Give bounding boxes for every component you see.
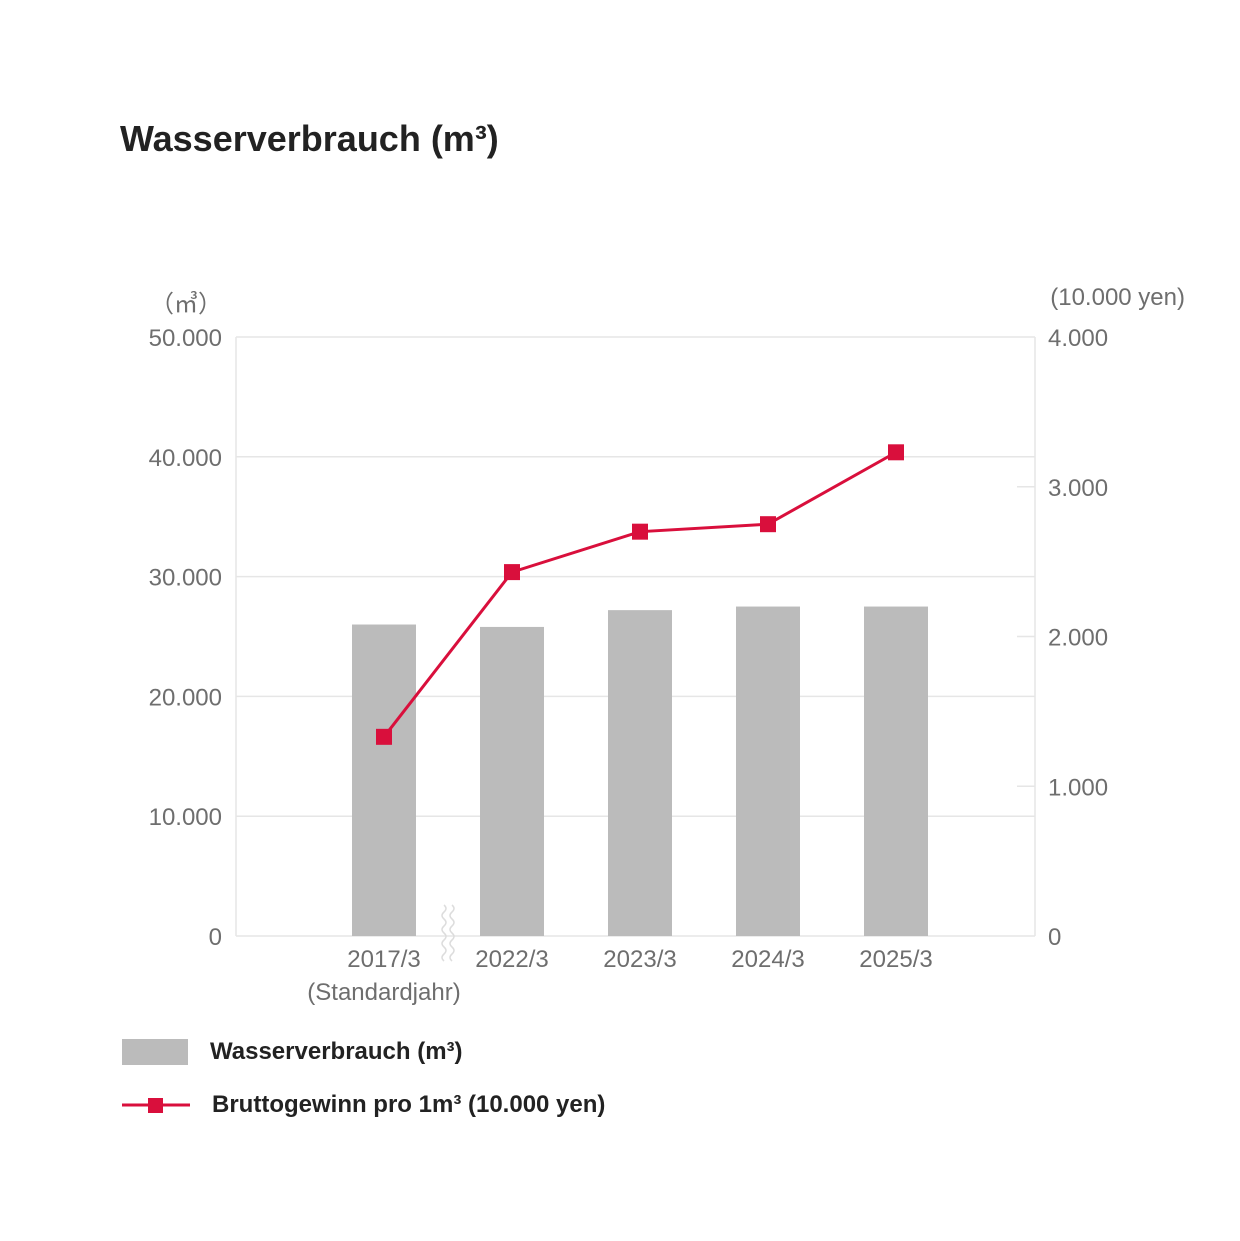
line-series [376, 444, 904, 745]
axis-break-mark [449, 904, 455, 962]
legend-line-swatch-marker [148, 1098, 163, 1113]
y-left-tick-label: 50.000 [149, 325, 222, 352]
line-point-marker [888, 444, 904, 461]
legend-bar-swatch [122, 1039, 188, 1065]
chart-title: Wasserverbrauch (m³) [120, 118, 499, 159]
y-right-tick-label: 2.000 [1048, 625, 1108, 652]
legend-item-water: Wasserverbrauch (m³) [122, 1038, 463, 1066]
x-tick-label: 2025/3 [859, 946, 932, 973]
axis-labels: 0 10.000 20.000 30.000 40.000 50.000 0 1.000 2.0… [149, 284, 1185, 1006]
legend-label-profit: Bruttogewinn pro 1m³ (10.000 yen) [212, 1091, 606, 1118]
y-left-tick-label: 40.000 [149, 445, 222, 472]
y-right-unit-label: (10.000 yen) [1050, 284, 1185, 311]
bar [608, 610, 672, 936]
bar [864, 606, 928, 936]
axis-break-mark [441, 904, 447, 962]
legend-label-water: Wasserverbrauch (m³) [210, 1038, 463, 1065]
legend-item-profit: Bruttogewinn pro 1m³ (10.000 yen) [122, 1090, 605, 1120]
x-tick-label: 2023/3 [603, 946, 676, 973]
line-point-marker [504, 564, 520, 581]
y-left-tick-label: 10.000 [149, 804, 222, 831]
y-right-tick-label: 0 [1048, 924, 1061, 951]
y-right-tick-label: 1.000 [1048, 774, 1108, 801]
line-point-marker [376, 728, 392, 745]
y-right-tick-label: 3.000 [1048, 475, 1108, 502]
x-tick-sublabel: (Standardjahr) [307, 979, 460, 1006]
y-left-tick-label: 20.000 [149, 684, 222, 711]
bar [352, 624, 416, 936]
y-left-tick-label: 0 [209, 924, 222, 951]
bar [736, 606, 800, 936]
x-tick-label: 2017/3 [347, 946, 420, 973]
bar-series [352, 606, 928, 936]
bar [480, 626, 544, 936]
y-right-tick-label: 4.000 [1048, 325, 1108, 352]
y-left-unit-label: （㎥） [150, 291, 222, 318]
x-tick-label: 2022/3 [475, 946, 548, 973]
y-left-tick-label: 30.000 [149, 565, 222, 592]
legend-bar-swatch-rect [122, 1039, 188, 1065]
line-point-marker [632, 523, 648, 540]
line-point-marker [760, 516, 776, 533]
x-tick-label: 2024/3 [731, 946, 804, 973]
legend-line-swatch [122, 1098, 190, 1113]
